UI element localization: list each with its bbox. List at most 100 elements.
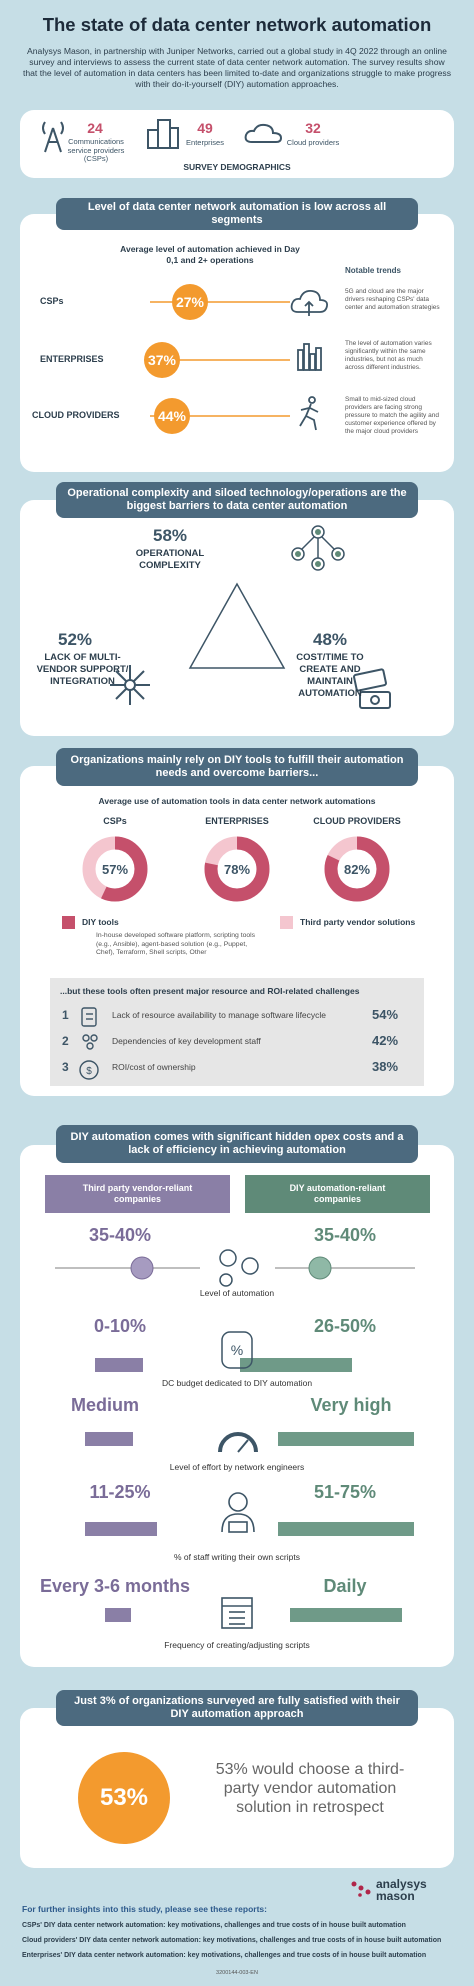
demographics-title: SURVEY DEMOGRAPHICS [183, 162, 291, 172]
right-value: Daily [323, 1576, 367, 1596]
comparison-graphics: % [55, 1249, 415, 1629]
trend: The level of automation varies significa… [345, 340, 432, 371]
count: 49 [197, 120, 213, 136]
segment: ENTERPRISES [40, 354, 104, 364]
challenge-value: 38% [372, 1059, 399, 1074]
donut-label: 78% [224, 862, 250, 877]
svg-text:%: % [231, 1342, 243, 1358]
donut: 57% [82, 836, 148, 902]
trends-title: Notable trends [345, 266, 402, 275]
logo: analysys mason [376, 1877, 427, 1903]
satisfaction-circle: 53% [78, 1752, 170, 1844]
barrier-label: OPERATIONAL COMPLEXITY [135, 548, 205, 571]
left-value: Every 3-6 months [39, 1576, 191, 1596]
intro: Analysys Mason, in partnership with Juni… [22, 46, 452, 89]
report: Enterprises' DIY data center network aut… [22, 1952, 427, 1959]
column-header: DIY automation-reliant companies [245, 1175, 430, 1213]
count: 32 [305, 120, 321, 136]
rank: 1 [62, 1008, 69, 1022]
barrier-value: 52% [57, 630, 93, 649]
barrier-value: 58% [152, 526, 188, 545]
report: Cloud providers' DIY data center network… [22, 1937, 442, 1944]
row-label: % of staff writing their own scripts [174, 1552, 300, 1562]
legend-swatch [280, 916, 293, 929]
barrier-label: COST/TIME TO CREATE AND MAINTAIN AUTOMAT… [296, 652, 364, 699]
row-label: DC budget dedicated to DIY automation [161, 1378, 313, 1388]
value-circle: 37% [144, 342, 180, 378]
report: CSPs' DIY data center network automation… [22, 1922, 406, 1929]
challenge: ROI/cost of ownership [112, 1062, 196, 1072]
donut-label: 82% [344, 862, 370, 877]
challenges-title: ...but these tools often present major r… [60, 986, 360, 996]
count: 24 [87, 120, 103, 136]
tower-icon [42, 121, 64, 153]
trend: 5G and cloud are the major drivers resha… [345, 288, 440, 311]
section-heading: Organizations mainly rely on DIY tools t… [56, 748, 418, 786]
barrier-label: LACK OF MULTI-VENDOR SUPPORT/ INTEGRATIO… [36, 652, 129, 687]
label: Communications service providers (CSPs) [67, 137, 125, 163]
column-header: Third party vendor-reliant companies [45, 1175, 230, 1213]
challenge: Dependencies of key development staff [112, 1036, 261, 1046]
satisfaction-text: 53% would choose a third-party vendor au… [215, 1761, 405, 1816]
report-code: 3200144-003-EN [216, 1970, 258, 1976]
legend-label: Third party vendor solutions [300, 917, 416, 927]
challenge-value: 54% [372, 1007, 399, 1022]
donut-arc [82, 836, 148, 902]
comparison-panel [20, 1145, 454, 1667]
donut-arc [204, 836, 270, 902]
section-heading: Just 3% of organizations surveyed are fu… [56, 1690, 418, 1726]
left-value: Medium [70, 1395, 139, 1415]
segment: ENTERPRISES [205, 816, 269, 826]
left-value: 11-25% [89, 1482, 151, 1502]
right-value: 26-50% [313, 1316, 377, 1336]
left-value: 0-10% [93, 1316, 147, 1336]
challenges-box [50, 978, 424, 1086]
donut-arc [324, 836, 390, 902]
donut: 82% [324, 836, 390, 902]
section-heading: Operational complexity and siloed techno… [56, 482, 418, 518]
donut: 78% [204, 836, 270, 902]
building-icon [147, 119, 179, 149]
cloud-icon [244, 123, 283, 143]
row-label: Frequency of creating/adjusting scripts [164, 1640, 310, 1650]
footer-title: For further insights into this study, pl… [22, 1904, 267, 1914]
barriers-panel [20, 500, 454, 736]
right-value: 35-40% [313, 1225, 377, 1245]
right-value: 51-75% [313, 1482, 377, 1502]
donut-label: 57% [102, 862, 128, 877]
left-value: 35-40% [88, 1225, 152, 1245]
legend-label: DIY tools [82, 917, 119, 927]
title: The state of data center network automat… [42, 14, 432, 35]
challenge-icons: $ [79, 1007, 99, 1080]
rank: 2 [62, 1034, 69, 1048]
challenge: Lack of resource availability to manage … [112, 1010, 327, 1020]
subtitle: Average level of automation achieved in … [120, 244, 300, 265]
row-label: Level of automation [199, 1288, 275, 1298]
section-heading: Level of data center network automation … [56, 198, 418, 230]
svg-text:$: $ [86, 1066, 92, 1077]
right-value: Very high [310, 1395, 392, 1415]
segment: CLOUD PROVIDERS [313, 816, 401, 826]
segment: CSPs [40, 296, 64, 306]
barrier-graphics [110, 525, 391, 709]
automation-panel [20, 214, 454, 472]
value-circle: 27% [172, 284, 208, 320]
value-circle: 44% [154, 398, 190, 434]
trend: Small to mid-sized cloud providers are f… [345, 396, 439, 435]
section-heading: DIY automation comes with significant hi… [56, 1125, 418, 1163]
barrier-value: 48% [312, 630, 348, 649]
segment: CLOUD PROVIDERS [32, 410, 120, 420]
label: Enterprises [186, 138, 224, 147]
legend-swatch [62, 916, 75, 929]
rank: 3 [62, 1060, 69, 1074]
subtitle: Average use of automation tools in data … [98, 796, 376, 806]
challenge-value: 42% [372, 1033, 399, 1048]
label: Cloud providers [286, 138, 340, 147]
row-label: Level of effort by network engineers [169, 1462, 305, 1472]
segment: CSPs [103, 816, 127, 826]
legend-note: In-house developed software platform, sc… [96, 932, 256, 956]
logo-mark [351, 1881, 371, 1897]
demographics-panel [20, 110, 454, 178]
